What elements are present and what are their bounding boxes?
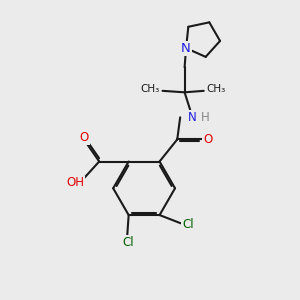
- Text: Cl: Cl: [123, 236, 134, 249]
- Text: N: N: [181, 42, 191, 55]
- Text: O: O: [80, 131, 89, 144]
- Text: CH₃: CH₃: [207, 84, 226, 94]
- Text: N: N: [188, 111, 197, 124]
- Text: Cl: Cl: [182, 218, 194, 231]
- Text: CH₃: CH₃: [140, 84, 160, 94]
- Text: O: O: [203, 133, 212, 146]
- Text: H: H: [201, 111, 210, 124]
- Text: OH: OH: [66, 176, 84, 190]
